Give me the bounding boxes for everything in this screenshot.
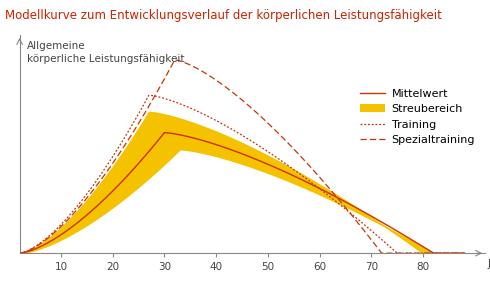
Legend: Mittelwert, Streubereich, Training, Spezialtraining: Mittelwert, Streubereich, Training, Spez… (356, 84, 480, 150)
Text: Jahre: Jahre (488, 259, 490, 269)
Text: Modellkurve zum Entwicklungsverlauf der körperlichen Leistungsfähigkeit: Modellkurve zum Entwicklungsverlauf der … (5, 9, 442, 22)
Text: Allgemeine
körperliche Leistungsfähigkeit: Allgemeine körperliche Leistungsfähigkei… (27, 41, 185, 63)
